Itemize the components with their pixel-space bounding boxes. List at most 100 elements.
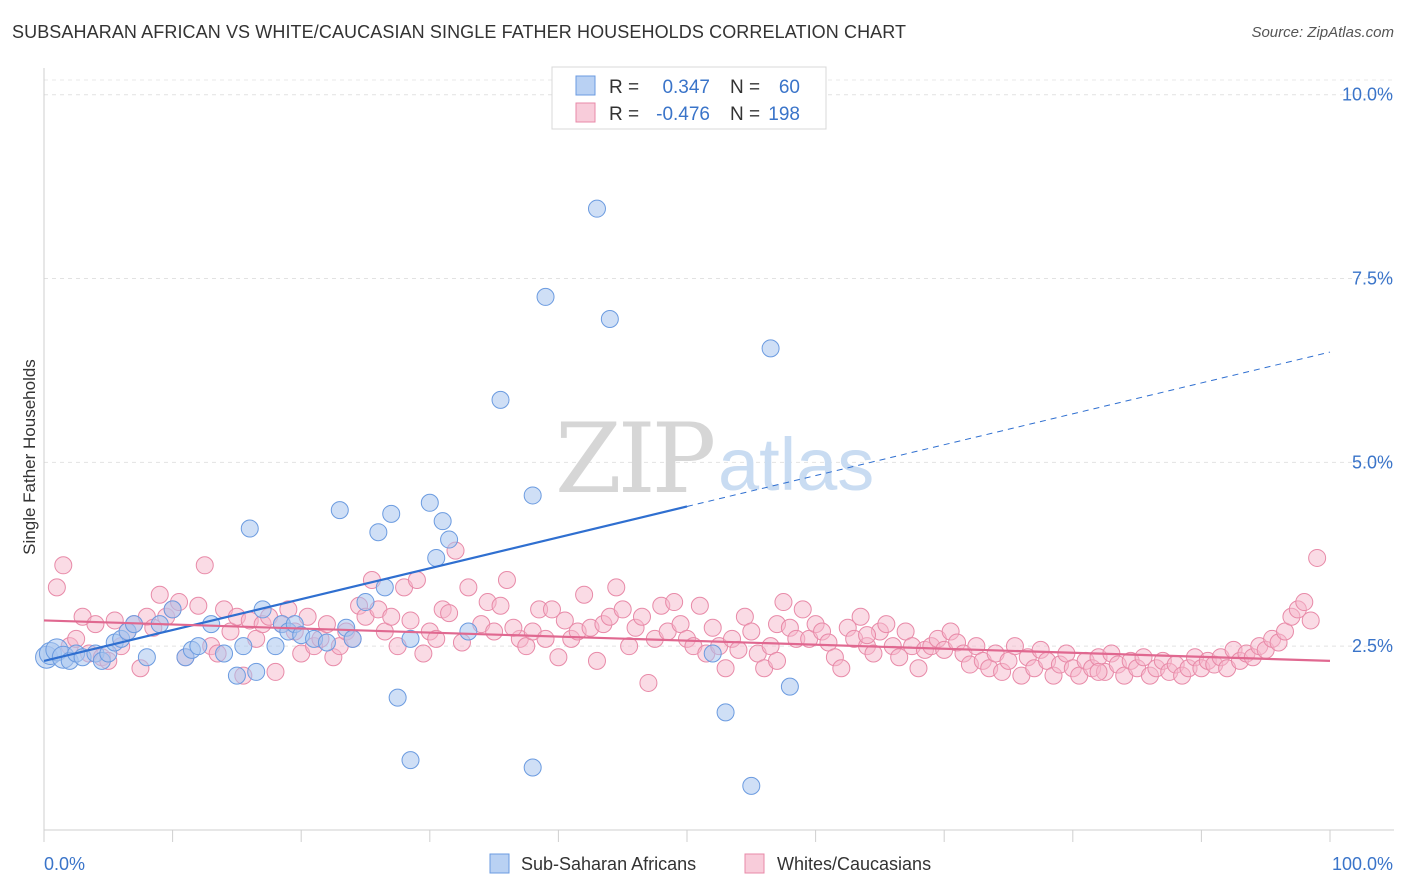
data-point-white — [620, 637, 639, 656]
data-point-white — [266, 662, 285, 681]
legend-swatch-whites — [744, 853, 765, 874]
stats-r-value-pink: -0.476 — [656, 104, 710, 125]
data-point-subsaharan — [137, 648, 156, 667]
data-point-subsaharan — [356, 593, 375, 612]
x-tick-label-max: 100.0% — [1332, 854, 1393, 874]
stats-n-value-blue: 60 — [779, 77, 800, 98]
data-point-white — [858, 626, 877, 645]
stats-n-label-blue: N = — [730, 77, 760, 98]
data-point-subsaharan — [202, 615, 221, 634]
data-point-subsaharan — [234, 637, 253, 656]
data-point-white — [440, 604, 459, 623]
data-point-white — [639, 673, 658, 692]
data-point-white — [909, 659, 928, 678]
data-point-subsaharan — [703, 644, 722, 663]
chart-title: SUBSAHARAN AFRICAN VS WHITE/CAUCASIAN SI… — [12, 22, 907, 42]
data-point-white — [877, 615, 896, 634]
data-point-white — [1134, 648, 1153, 667]
data-point-subsaharan — [433, 512, 452, 531]
x-tick-label-min: 0.0% — [44, 854, 85, 874]
data-point-white — [536, 629, 555, 648]
source-label: Source: ZipAtlas.com — [1251, 24, 1394, 41]
legend-label-whites: Whites/Caucasians — [777, 854, 931, 874]
trend-line-whites — [43, 619, 1331, 662]
data-point-subsaharan — [189, 637, 208, 656]
data-point-subsaharan — [536, 287, 555, 306]
data-point-white — [497, 571, 516, 589]
data-point-white — [729, 640, 748, 659]
data-point-white — [703, 618, 722, 637]
data-point-white — [459, 578, 478, 597]
watermark-zip: ZIP — [555, 403, 714, 515]
data-point-white — [1089, 662, 1108, 681]
data-point-white — [587, 651, 606, 670]
data-point-subsaharan — [587, 199, 606, 218]
stats-swatch-pink — [575, 102, 596, 123]
legend-swatch-sub-saharan — [489, 853, 510, 874]
data-point-white — [832, 659, 851, 678]
data-point-subsaharan — [266, 637, 285, 656]
stats-n-value-pink: 198 — [768, 104, 800, 125]
data-point-subsaharan — [491, 390, 510, 409]
data-point-subsaharan — [780, 677, 799, 696]
data-point-subsaharan — [247, 662, 266, 681]
grid-lines — [44, 79, 1394, 647]
data-point-white — [401, 611, 420, 630]
data-point-white — [414, 644, 433, 663]
y-tick-label: 5.0% — [1352, 452, 1393, 472]
data-point-white — [1308, 548, 1327, 567]
data-point-white — [851, 607, 870, 626]
data-point-subsaharan — [600, 309, 619, 328]
data-point-white — [774, 593, 793, 612]
data-point-subsaharan — [330, 501, 349, 520]
y-axis-label: Single Father Households — [20, 359, 39, 555]
data-point-white — [549, 648, 568, 667]
data-point-subsaharan — [317, 633, 336, 652]
watermark-atlas: atlas — [718, 423, 874, 506]
y-tick-label: 2.5% — [1352, 636, 1393, 656]
stats-r-label-blue: R = — [609, 77, 639, 98]
data-point-subsaharan — [388, 688, 407, 707]
data-point-subsaharan — [343, 629, 362, 648]
axes — [43, 68, 1394, 842]
data-point-white — [47, 578, 66, 597]
data-point-subsaharan — [215, 644, 234, 663]
data-point-white — [716, 659, 735, 678]
data-point-subsaharan — [382, 504, 401, 523]
data-point-white — [382, 607, 401, 626]
data-point-white — [793, 600, 812, 619]
data-point-white — [742, 622, 761, 641]
data-point-subsaharan — [523, 758, 542, 777]
data-point-subsaharan — [227, 666, 246, 685]
data-point-white — [105, 611, 124, 630]
trend-lines — [43, 351, 1331, 662]
data-point-white — [613, 600, 632, 619]
data-point-white — [504, 618, 523, 637]
data-point-white — [890, 648, 909, 667]
data-point-white — [555, 611, 574, 630]
stats-r-label-pink: R = — [609, 104, 639, 125]
x-tick-labels: 0.0% 100.0% — [44, 854, 1393, 874]
data-point-white — [1295, 593, 1314, 612]
data-point-subsaharan — [240, 519, 259, 538]
data-point-subsaharan — [440, 530, 459, 549]
data-point-white — [542, 600, 561, 619]
data-point-white — [607, 578, 626, 597]
data-point-white — [864, 644, 883, 663]
data-point-subsaharan — [401, 629, 420, 648]
data-point-white — [768, 651, 787, 670]
data-point-subsaharan — [459, 622, 478, 641]
data-point-white — [150, 585, 169, 604]
data-point-white — [665, 593, 684, 612]
data-point-subsaharan — [420, 493, 439, 512]
data-point-subsaharan — [369, 523, 388, 542]
stats-swatch-blue — [575, 75, 596, 96]
stats-r-value-blue: 0.347 — [662, 77, 710, 98]
data-point-subsaharan — [742, 776, 761, 795]
trend-line-subsaharan — [43, 505, 688, 662]
watermark: ZIP atlas — [555, 403, 874, 515]
data-point-white — [86, 615, 105, 634]
data-point-white — [195, 556, 214, 575]
data-point-white — [575, 585, 594, 604]
data-point-white — [1301, 611, 1320, 630]
